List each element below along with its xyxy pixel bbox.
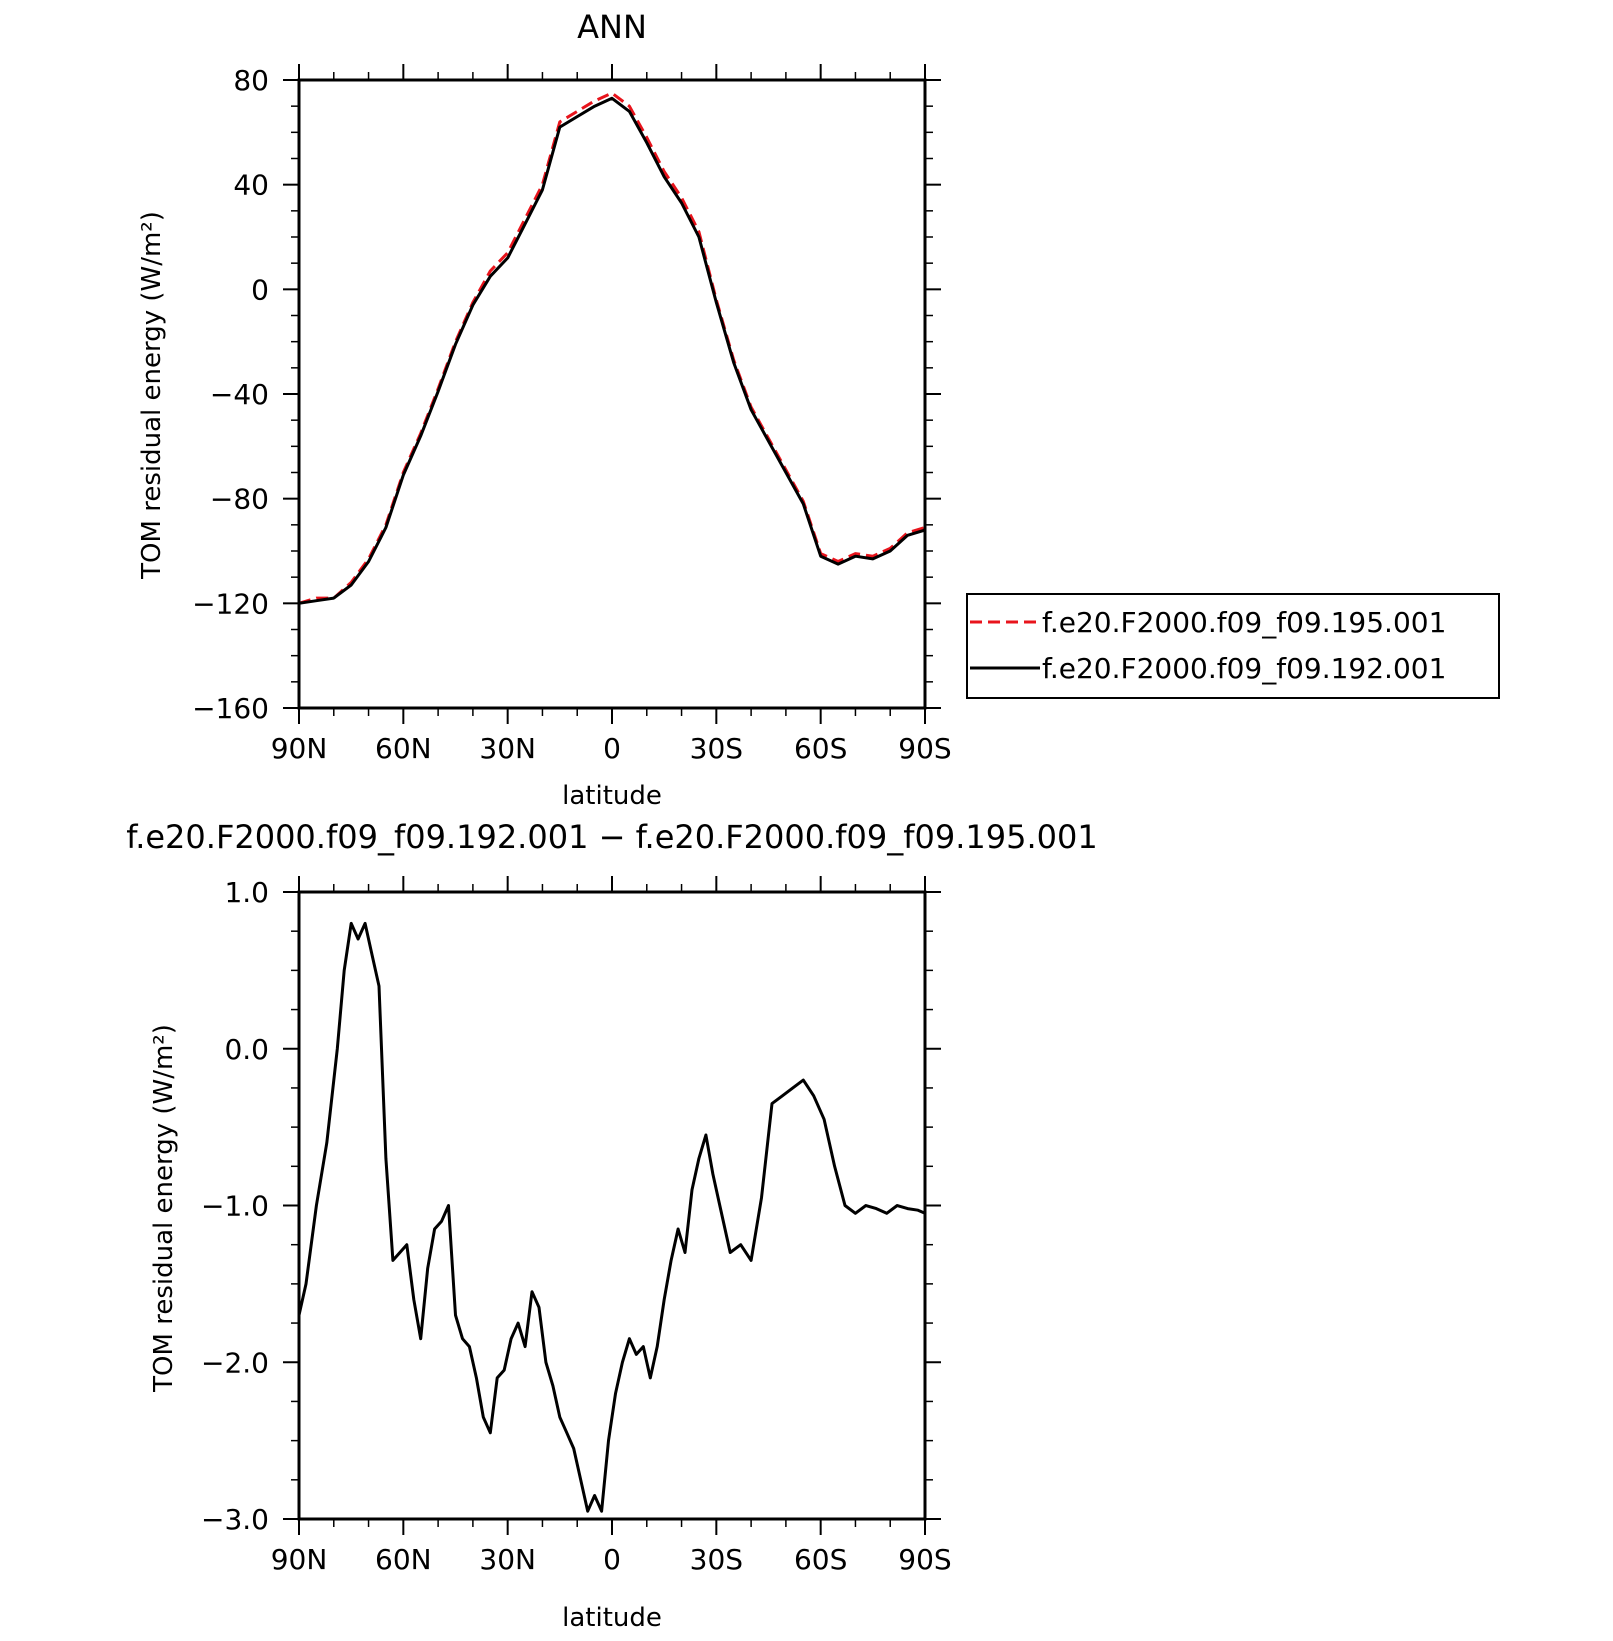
y-tick-label: −120 — [192, 587, 269, 620]
x-tick-label: 90S — [898, 1543, 951, 1576]
legend-label-series-1: f.e20.F2000.f09_f09.195.001 — [1042, 606, 1446, 639]
series-line-1 — [298, 91, 926, 605]
x-tick-label: 90N — [271, 1543, 328, 1576]
y-tick-labels: 80 40 0 −40 −80 −120 −160 — [192, 64, 269, 725]
y-tick-label: 80 — [233, 64, 269, 97]
chart-title: ANN — [577, 8, 647, 46]
y-tick-labels: 1.0 0.0 −1.0 −2.0 −3.0 — [201, 876, 269, 1536]
x-tick-label: 30S — [690, 1543, 743, 1576]
x-tick-label: 90S — [898, 732, 951, 765]
x-tick-label: 30N — [479, 732, 536, 765]
axis-ticks — [283, 876, 941, 1535]
chart-title: f.e20.F2000.f09_f09.192.001 − f.e20.F200… — [126, 818, 1098, 856]
x-tick-label: 60N — [375, 732, 432, 765]
y-tick-label: 1.0 — [224, 876, 269, 909]
y-axis-label: TOM residual energy (W/m²) — [149, 1024, 179, 1393]
y-tick-label: −160 — [192, 692, 269, 725]
legend-label-series-2: f.e20.F2000.f09_f09.192.001 — [1042, 652, 1446, 685]
x-tick-label: 60S — [794, 1543, 847, 1576]
y-tick-label: −1.0 — [201, 1190, 269, 1223]
x-axis-label: latitude — [562, 1603, 662, 1633]
x-tick-label: 0 — [603, 732, 621, 765]
axis-ticks — [283, 64, 941, 724]
legend: f.e20.F2000.f09_f09.195.001 f.e20.F2000.… — [966, 593, 1500, 699]
y-axis-label: TOM residual energy (W/m²) — [137, 211, 167, 580]
x-axis-label: latitude — [562, 781, 662, 811]
y-tick-label: 40 — [233, 169, 269, 202]
x-tick-label: 90N — [271, 732, 328, 765]
series-line-1 — [297, 921, 926, 1513]
legend-box — [966, 593, 1500, 699]
y-tick-label: 0.0 — [224, 1033, 269, 1066]
panel-top: ANN TOM residual energy (W/m²) latitude … — [137, 8, 1500, 811]
plot-frame — [297, 890, 927, 1521]
series-lines — [298, 91, 926, 605]
y-tick-label: −40 — [210, 378, 269, 411]
x-tick-labels: 90N 60N 30N 0 30S 60S 90S — [271, 732, 952, 765]
panel-bottom: f.e20.F2000.f09_f09.192.001 − f.e20.F200… — [126, 818, 1098, 1633]
x-tick-label: 30N — [479, 1543, 536, 1576]
y-tick-label: −80 — [210, 483, 269, 516]
x-tick-label: 30S — [690, 732, 743, 765]
plot-frame — [297, 78, 927, 710]
x-tick-label: 60N — [375, 1543, 432, 1576]
x-tick-label: 60S — [794, 732, 847, 765]
y-tick-label: 0 — [251, 273, 269, 306]
y-tick-label: −3.0 — [201, 1503, 269, 1536]
series-line-2 — [298, 96, 926, 605]
y-tick-label: −2.0 — [201, 1346, 269, 1379]
x-tick-label: 0 — [603, 1543, 621, 1576]
x-tick-labels: 90N 60N 30N 0 30S 60S 90S — [271, 1543, 952, 1576]
series-lines — [297, 921, 926, 1513]
